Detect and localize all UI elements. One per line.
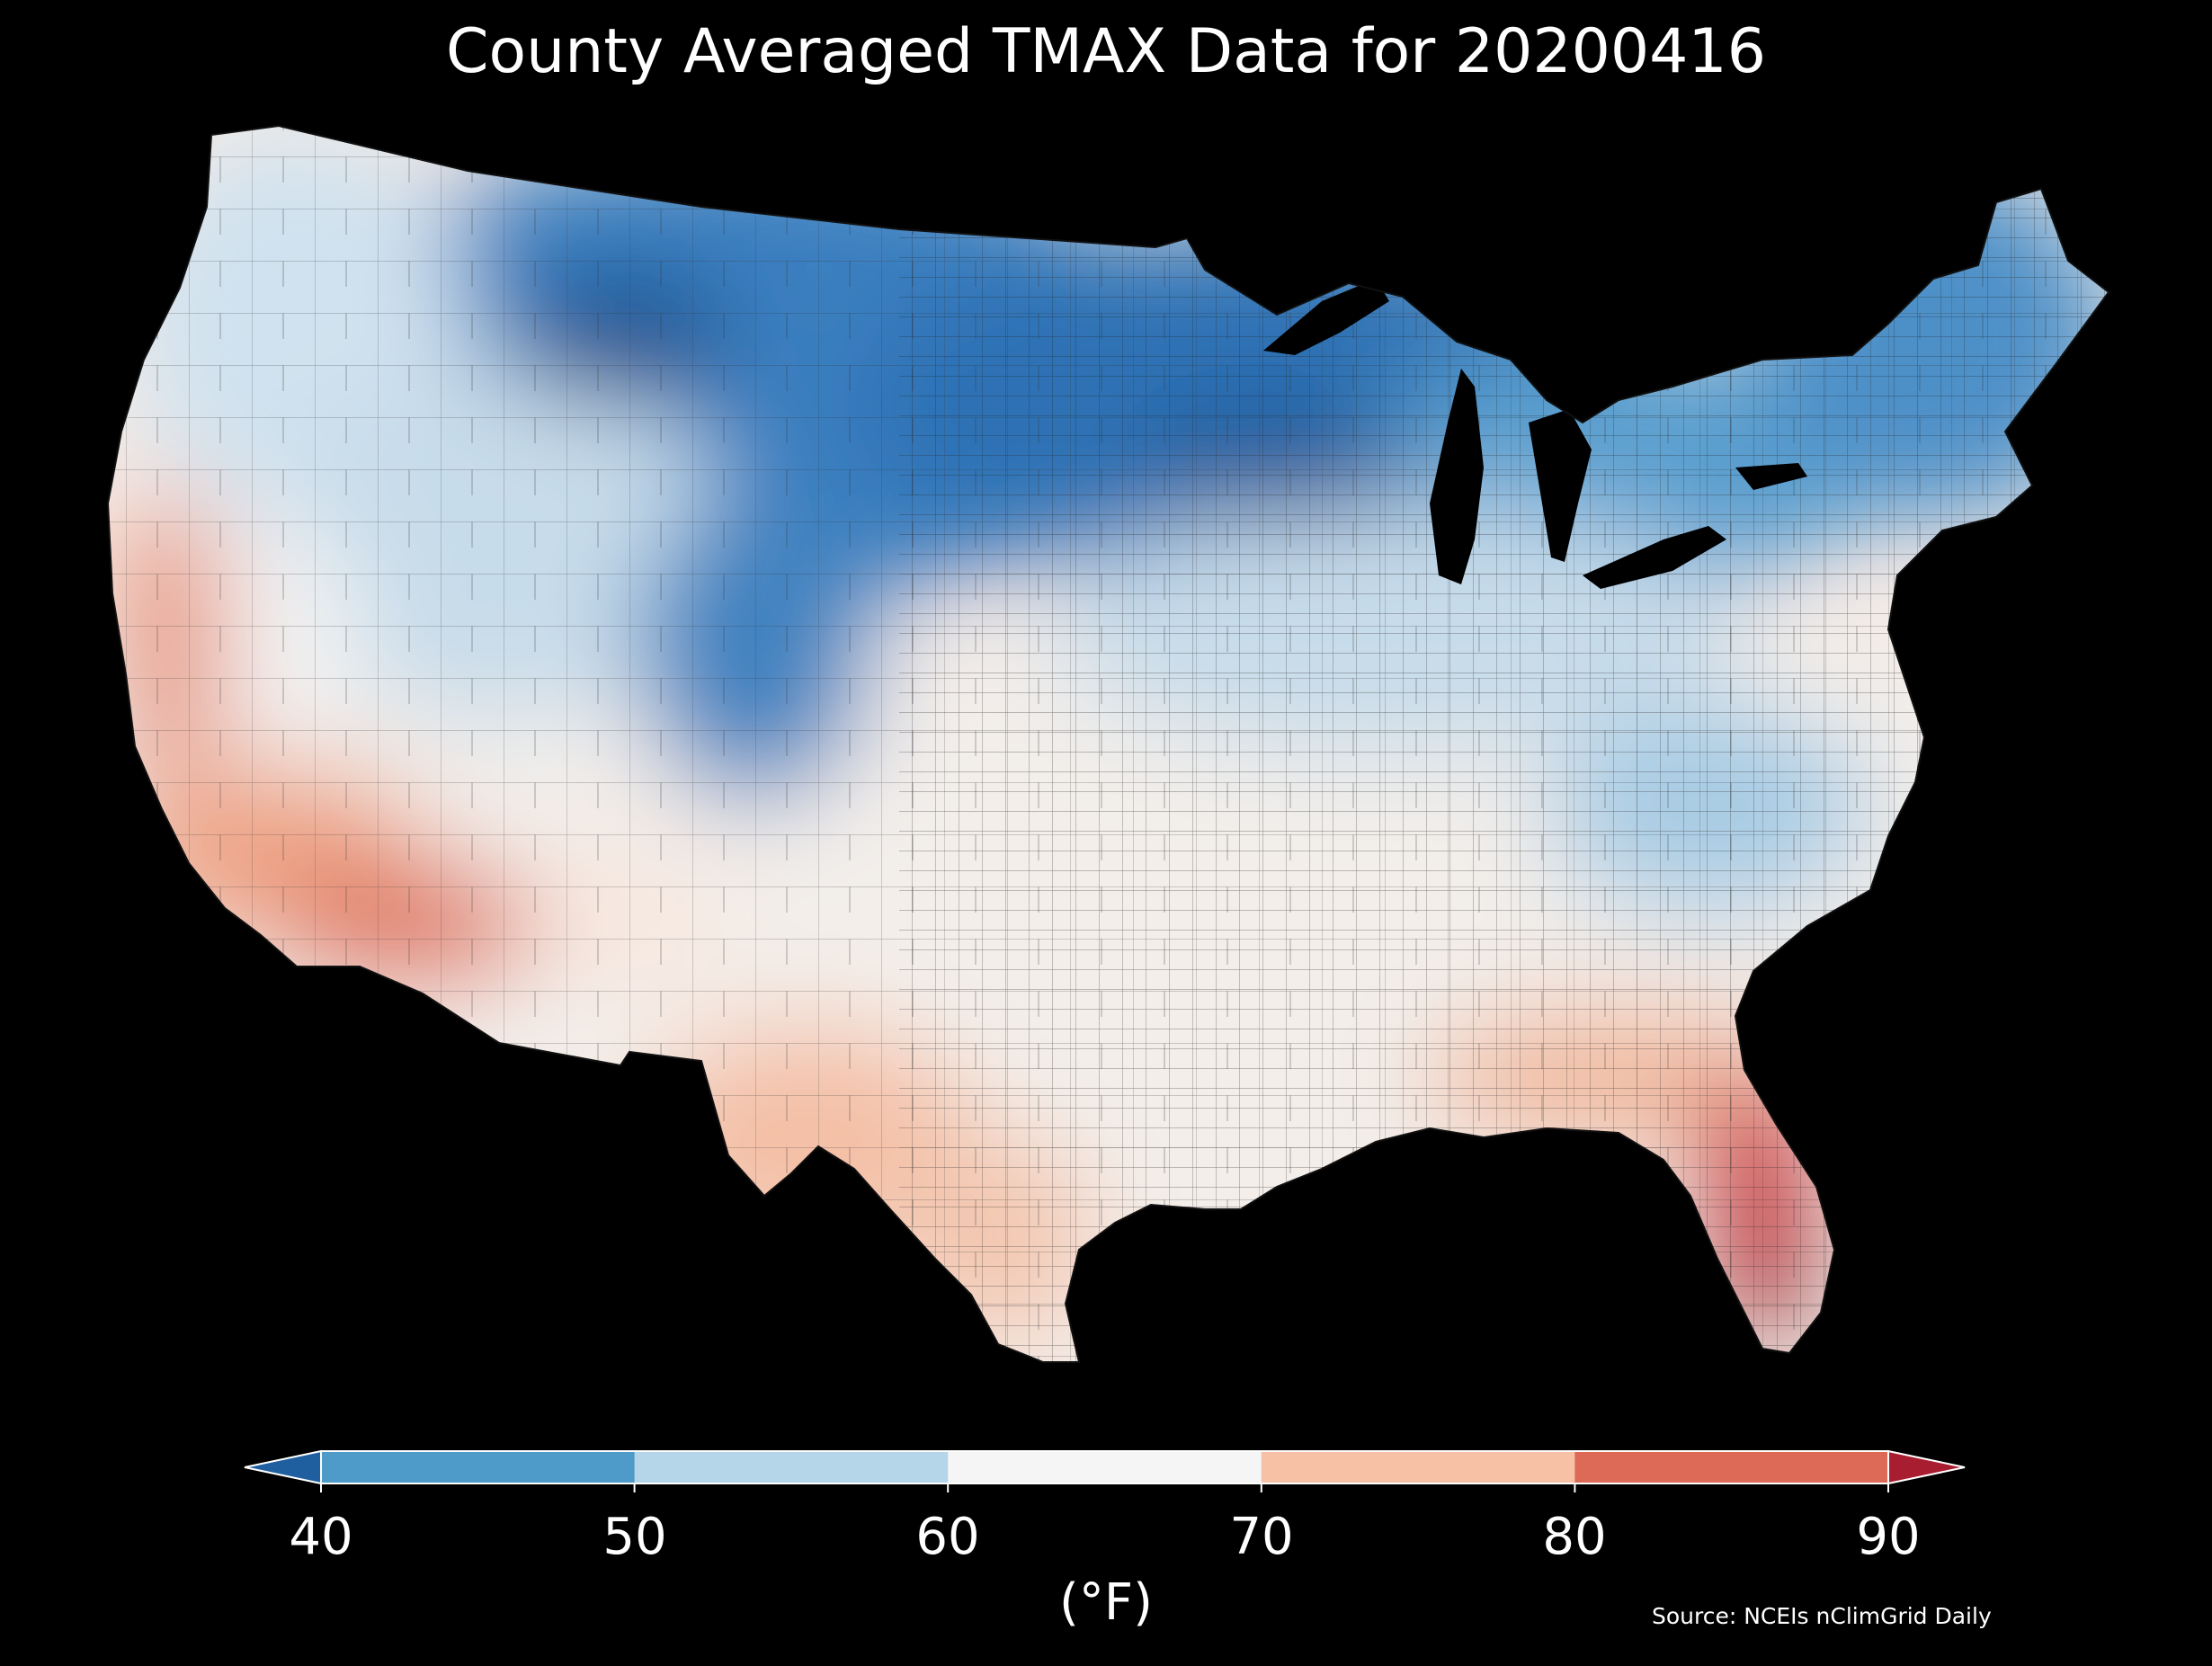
great-lakes [1263,279,1807,589]
map-title: County Averaged TMAX Data for 20200416 [446,16,1766,87]
colorbar-high-arrow [1887,1449,1966,1485]
tick-label: 40 [289,1508,353,1566]
colorbar-bin [1261,1451,1575,1483]
colorbar-bin [321,1451,636,1483]
tick-label: 60 [915,1508,980,1566]
tick-label: 90 [1856,1508,1921,1566]
tick-label: 80 [1542,1508,1607,1566]
us-border [106,124,2110,1363]
tick-label: 50 [602,1508,667,1566]
colorbar-bin [634,1451,949,1483]
colorbar-low-arrow [244,1449,322,1485]
colorbar-frame [320,1450,1889,1484]
colorbar-units: (°F) [1059,1573,1153,1632]
source-note: Source: NCEIs nClimGrid Daily [1652,1603,1992,1629]
tick-label: 70 [1229,1508,1294,1566]
county-temperature-map [106,124,2110,1363]
colorbar-bin [1574,1451,1889,1483]
colorbar-bin [948,1451,1262,1483]
